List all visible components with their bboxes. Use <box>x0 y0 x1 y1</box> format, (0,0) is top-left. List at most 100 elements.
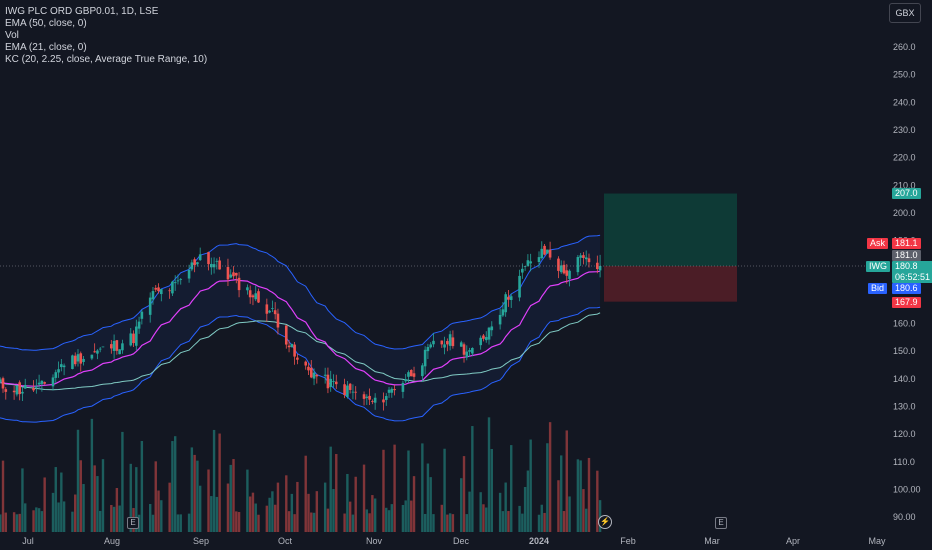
bid-price-tag: 180.6 <box>892 283 921 294</box>
volume-bar <box>596 470 599 532</box>
candle-body <box>348 383 352 390</box>
volume-bar <box>407 450 410 532</box>
volume-bar <box>93 465 96 532</box>
candle-body <box>76 354 80 362</box>
volume-bar <box>176 514 180 532</box>
candle-body <box>257 291 260 303</box>
candle-body <box>409 369 413 377</box>
candle-body <box>0 379 2 383</box>
volume-bar <box>115 487 119 532</box>
volume-bar <box>18 513 21 532</box>
candle-body <box>373 397 377 403</box>
volume-bar <box>226 483 230 532</box>
volume-bar <box>137 514 141 532</box>
volume-bar <box>293 514 296 532</box>
candle-body <box>268 310 271 313</box>
stop-zone <box>604 265 737 302</box>
candle-body <box>218 260 221 270</box>
volume-bar <box>171 441 174 532</box>
candle-body <box>323 374 327 376</box>
volume-bar <box>24 503 27 532</box>
candle-body <box>187 269 191 279</box>
volume-bar <box>504 482 507 532</box>
volume-bar <box>562 511 566 532</box>
volume-bar <box>207 469 210 532</box>
candle-body <box>490 326 494 331</box>
volume-bar <box>335 454 338 532</box>
volume-bar <box>546 443 549 532</box>
volume-bar <box>365 509 369 532</box>
last-price-tag: 181.0 <box>892 250 921 261</box>
volume-bar <box>332 489 335 532</box>
candle-body <box>40 380 44 384</box>
time-tick-label: Dec <box>453 536 470 546</box>
volume-bar <box>268 497 271 532</box>
candle-body <box>23 384 27 389</box>
candle-body <box>287 345 291 348</box>
time-tick-label: May <box>868 536 886 546</box>
earnings-event-icon-future[interactable]: E <box>715 517 727 529</box>
candle-body <box>471 347 474 354</box>
candle-body <box>412 373 416 377</box>
volume-bar <box>254 503 257 532</box>
candle-body <box>537 257 541 263</box>
candle-body <box>1 378 5 389</box>
volume-bar <box>237 512 241 532</box>
volume-bar <box>1 460 5 532</box>
volume-bar <box>510 445 513 532</box>
volume-bar <box>351 514 355 532</box>
volume-bar <box>235 511 238 532</box>
candle-body <box>110 344 113 349</box>
candle-body <box>251 295 255 298</box>
candle-body <box>546 249 549 254</box>
candle-body <box>448 334 452 346</box>
candle-body <box>482 335 485 339</box>
candle-body <box>443 344 446 348</box>
candle-body <box>118 349 121 355</box>
candle-body <box>540 248 544 259</box>
candle-body <box>90 354 94 359</box>
candle-body <box>207 252 210 265</box>
volume-bar <box>521 513 524 532</box>
volume-bar <box>487 417 491 532</box>
target-zone <box>604 193 737 266</box>
volume-bar <box>526 470 530 532</box>
candle-body <box>423 349 427 367</box>
volume-bar <box>312 512 316 532</box>
candle-body <box>79 353 83 364</box>
candle-body <box>354 391 358 393</box>
volume-bar <box>585 508 588 532</box>
volume-bar <box>432 514 435 532</box>
candle-body <box>446 341 449 345</box>
volume-bar <box>343 513 346 532</box>
dividend-bolt-icon[interactable]: ⚡ <box>598 515 612 529</box>
price-tick-label: 200.0 <box>893 208 916 218</box>
candle-body <box>171 281 174 294</box>
candle-body <box>229 274 233 278</box>
volume-bar <box>354 476 357 532</box>
price-tick-label: 230.0 <box>893 125 916 135</box>
volume-bar <box>154 461 157 532</box>
candle-body <box>168 290 171 292</box>
candle-body <box>226 267 230 280</box>
candle-body <box>529 261 532 264</box>
legend-kc: KC (20, 2.25, close, Average True Range,… <box>5 54 208 65</box>
volume-bar <box>446 514 449 532</box>
candle-body <box>404 379 407 382</box>
volume-bar <box>198 485 202 532</box>
volume-bar <box>218 433 221 532</box>
earnings-event-icon[interactable]: E <box>127 517 139 529</box>
volume-bar <box>460 478 463 532</box>
time-tick-label: Mar <box>704 536 720 546</box>
volume-bar <box>12 512 16 532</box>
symbol-label: IWG <box>866 261 890 272</box>
legend-vol: Vol <box>5 30 19 41</box>
volume-bar <box>173 436 177 532</box>
current-price: 180.8 <box>895 261 918 271</box>
candle-body <box>121 343 124 351</box>
candle-body <box>290 343 294 348</box>
candle-body <box>421 365 424 377</box>
volume-bar <box>543 512 546 532</box>
currency-button[interactable]: GBX <box>889 3 921 23</box>
